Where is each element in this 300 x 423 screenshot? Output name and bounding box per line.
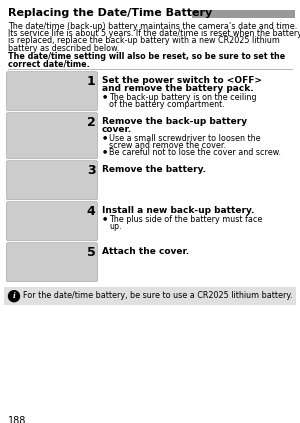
FancyBboxPatch shape [7, 243, 97, 282]
Bar [4, 287, 296, 305]
Circle shape [8, 291, 20, 302]
Text: screw and remove the cover.: screw and remove the cover. [109, 141, 226, 150]
Text: The back-up battery is on the ceiling: The back-up battery is on the ceiling [109, 93, 256, 102]
Text: Remove the battery.: Remove the battery. [102, 165, 206, 174]
Text: Install a new back-up battery.: Install a new back-up battery. [102, 206, 254, 215]
Text: Its service life is about 5 years. If the date/time is reset when the battery: Its service life is about 5 years. If th… [8, 29, 300, 38]
Text: The date/time setting will also be reset, so be sure to set the: The date/time setting will also be reset… [8, 52, 285, 61]
FancyBboxPatch shape [7, 113, 97, 159]
Text: i: i [13, 292, 15, 300]
Text: The plus side of the battery must face: The plus side of the battery must face [109, 215, 262, 224]
Text: up.: up. [109, 222, 122, 231]
Text: of the battery compartment.: of the battery compartment. [109, 100, 225, 109]
Text: ●: ● [103, 215, 107, 220]
FancyBboxPatch shape [7, 202, 97, 241]
Text: Remove the back-up battery: Remove the back-up battery [102, 117, 247, 126]
Text: Attach the cover.: Attach the cover. [102, 247, 189, 256]
FancyBboxPatch shape [7, 161, 97, 200]
Text: 188: 188 [8, 416, 26, 423]
Text: battery as described below.: battery as described below. [8, 44, 119, 52]
Bar [192, 10, 295, 18]
Text: 3: 3 [87, 164, 95, 177]
Text: ●: ● [103, 134, 107, 139]
Text: Use a small screwdriver to loosen the: Use a small screwdriver to loosen the [109, 134, 261, 143]
Text: The date/time (back-up) battery maintains the camera’s date and time.: The date/time (back-up) battery maintain… [8, 22, 297, 31]
Text: ●: ● [103, 93, 107, 98]
Text: 1: 1 [87, 75, 95, 88]
Text: and remove the battery pack.: and remove the battery pack. [102, 84, 254, 93]
Text: 4: 4 [87, 205, 95, 218]
Text: correct date/time.: correct date/time. [8, 59, 90, 68]
Text: For the date/time battery, be sure to use a CR2025 lithium battery.: For the date/time battery, be sure to us… [23, 291, 293, 300]
Text: 2: 2 [87, 116, 95, 129]
Text: ●: ● [103, 148, 107, 153]
FancyBboxPatch shape [7, 72, 97, 111]
Text: Replacing the Date/Time Battery: Replacing the Date/Time Battery [8, 8, 212, 18]
Text: is replaced, replace the back-up battery with a new CR2025 lithium: is replaced, replace the back-up battery… [8, 36, 280, 45]
Text: Set the power switch to <OFF>: Set the power switch to <OFF> [102, 76, 262, 85]
Text: cover.: cover. [102, 125, 132, 134]
Text: Be careful not to lose the cover and screw.: Be careful not to lose the cover and scr… [109, 148, 281, 157]
Text: 5: 5 [87, 246, 95, 259]
